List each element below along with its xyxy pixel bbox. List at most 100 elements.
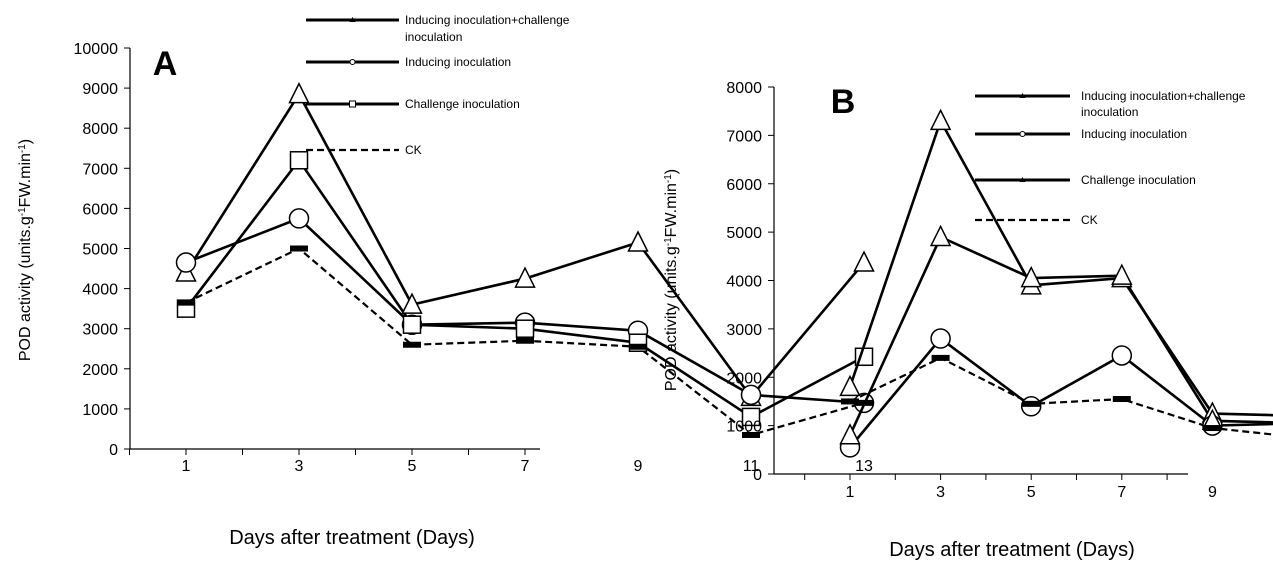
data-point-s3-3 bbox=[516, 337, 534, 344]
data-point-s1-5 bbox=[740, 384, 762, 406]
data-point-s3-1 bbox=[931, 354, 950, 361]
panel-label: A bbox=[153, 45, 178, 83]
y-axis-label-part: POD activity (units.g bbox=[663, 246, 680, 391]
y-axis-label-part: FW.min bbox=[17, 153, 34, 207]
data-point-s2-3 bbox=[1111, 263, 1133, 285]
y-tick-label: 3000 bbox=[82, 322, 118, 339]
x-tick-label: 11 bbox=[743, 458, 760, 475]
y-tick-label: 2000 bbox=[726, 370, 762, 387]
y-axis-label-part: -1 bbox=[663, 237, 674, 246]
legend: Inducing inoculation+challenge inoculatio… bbox=[975, 89, 1246, 227]
y-axis-label-part: -1 bbox=[663, 174, 674, 183]
data-point-s0-3 bbox=[514, 266, 536, 288]
data-point-s3-2 bbox=[1022, 400, 1041, 407]
y-tick-label: 3000 bbox=[726, 322, 762, 339]
data-point-s3-1 bbox=[290, 245, 308, 252]
x-axis-label: Days after treatment (Days) bbox=[229, 527, 475, 549]
x-tick-label: 9 bbox=[634, 458, 643, 475]
y-axis-label-part: FW.min bbox=[663, 183, 680, 237]
y-axis-label-part: ) bbox=[663, 169, 680, 174]
y-tick-label: 1000 bbox=[726, 419, 762, 436]
y-tick-label: 1000 bbox=[82, 402, 118, 419]
data-point-s0-2 bbox=[401, 292, 423, 314]
legend-label: CK bbox=[1081, 213, 1098, 227]
x-tick-label: 1 bbox=[182, 458, 191, 475]
data-point-s0-6 bbox=[853, 250, 875, 272]
x-tick-label: 7 bbox=[521, 458, 530, 475]
data-point-s3-5 bbox=[742, 431, 760, 438]
legend-marker bbox=[349, 59, 356, 65]
data-point-s0-4 bbox=[627, 230, 649, 252]
y-tick-label: 7000 bbox=[726, 128, 762, 145]
y-tick-label: 10000 bbox=[74, 41, 119, 58]
y-tick-label: 7000 bbox=[82, 161, 118, 178]
data-point-s1-3 bbox=[1111, 345, 1133, 366]
x-tick-label: 3 bbox=[936, 484, 945, 501]
legend-label: Inducing inoculation+challenge bbox=[405, 13, 570, 27]
data-point-s2-0 bbox=[839, 423, 861, 445]
data-point-s2-2 bbox=[402, 315, 422, 334]
series-line-0 bbox=[184, 91, 865, 399]
y-axis-label-part: POD activity (units.g bbox=[17, 216, 34, 361]
x-tick-label: 1 bbox=[846, 484, 855, 501]
legend-label: Inducing inoculation bbox=[405, 55, 511, 69]
legend-label: inoculation bbox=[405, 30, 462, 44]
legend-label: Inducing inoculation bbox=[1081, 127, 1187, 141]
data-point-s0-0 bbox=[839, 374, 861, 397]
y-tick-label: 5000 bbox=[82, 242, 118, 259]
data-point-s3-0 bbox=[841, 398, 859, 405]
data-point-s2-2 bbox=[1020, 265, 1042, 288]
y-tick-label: 4000 bbox=[726, 274, 762, 291]
y-tick-label: 2000 bbox=[82, 362, 118, 379]
y-axis-label-part: ) bbox=[17, 139, 34, 144]
legend-label: Challenge inoculation bbox=[1081, 173, 1196, 187]
legend-label: Challenge inoculation bbox=[405, 97, 520, 111]
legend-marker bbox=[349, 100, 356, 108]
chart-panel-a: 0 1000 2000 3000 4000 5000 6000 7000 8000 9000 100… bbox=[17, 13, 875, 549]
legend-label: inoculation bbox=[1081, 105, 1138, 119]
data-point-s3-2 bbox=[403, 341, 421, 348]
legend-label: Inducing inoculation+challenge bbox=[1081, 89, 1246, 103]
legend-marker bbox=[1019, 93, 1026, 98]
data-point-s2-5 bbox=[741, 407, 761, 427]
data-point-s3-4 bbox=[1203, 425, 1222, 432]
y-tick-label: 8000 bbox=[726, 80, 762, 97]
legend-label: CK bbox=[405, 143, 422, 157]
series-line-2 bbox=[848, 235, 1273, 436]
x-tick-label: 13 bbox=[855, 458, 873, 475]
panel-label: B bbox=[831, 83, 856, 121]
data-point-s1-0 bbox=[175, 252, 197, 273]
data-point-s1-1 bbox=[930, 328, 951, 349]
data-point-s2-1 bbox=[929, 224, 952, 247]
x-axis-label: Days after treatment (Days) bbox=[889, 539, 1135, 561]
y-axis-label: POD activity (units.g-1FW.min-1) bbox=[17, 139, 35, 361]
x-tick-label: 5 bbox=[1027, 484, 1036, 501]
y-tick-label: 6000 bbox=[82, 201, 118, 218]
data-point-s2-3 bbox=[515, 319, 535, 338]
y-tick-label: 0 bbox=[109, 442, 118, 459]
y-tick-label: 8000 bbox=[82, 121, 118, 138]
y-tick-label: 0 bbox=[753, 467, 762, 484]
y-axis-label: POD activity (units.g-1FW.min-1) bbox=[663, 169, 681, 391]
data-point-s3-0 bbox=[177, 299, 195, 306]
legend-marker bbox=[1019, 131, 1026, 137]
legend-marker bbox=[1019, 177, 1026, 182]
x-tick-label: 3 bbox=[295, 458, 304, 475]
data-point-s1-1 bbox=[288, 208, 310, 229]
series-line-1 bbox=[185, 216, 865, 405]
y-axis-label-part: -1 bbox=[17, 207, 28, 216]
y-tick-label: 9000 bbox=[82, 81, 118, 98]
y-tick-label: 6000 bbox=[726, 177, 762, 194]
x-tick-label: 7 bbox=[1117, 484, 1126, 501]
series-line-2 bbox=[184, 158, 865, 419]
data-point-s3-3 bbox=[1112, 396, 1131, 403]
x-tick-label: 5 bbox=[408, 458, 417, 475]
chart-panel-b: 0100020003000400050006000700080001357911… bbox=[663, 80, 1273, 561]
y-tick-label: 4000 bbox=[82, 282, 118, 299]
data-point-s0-1 bbox=[288, 81, 310, 104]
data-point-s0-1 bbox=[929, 108, 952, 131]
legend-marker bbox=[349, 17, 356, 22]
y-tick-label: 5000 bbox=[726, 225, 762, 242]
data-point-s2-1 bbox=[289, 151, 309, 170]
